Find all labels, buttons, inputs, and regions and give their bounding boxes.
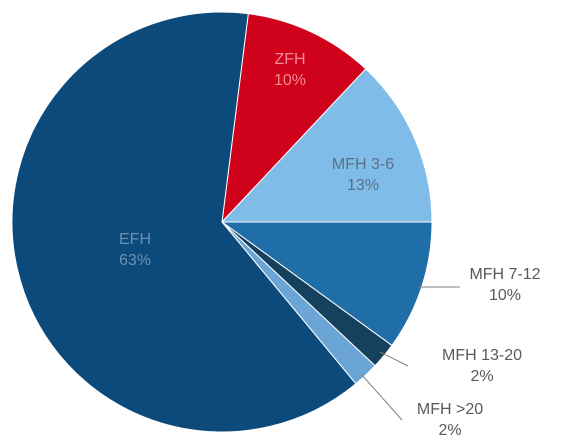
pie-slice xyxy=(221,13,367,224)
value-label: 13% xyxy=(347,177,379,194)
pie-slice xyxy=(11,11,357,433)
value-label: 2% xyxy=(470,368,493,385)
slice-label: MFH >20 xyxy=(417,401,483,418)
leader-line xyxy=(361,374,403,421)
value-label: 63% xyxy=(119,252,151,269)
value-label: 10% xyxy=(274,72,306,89)
slice-label: MFH 7-12 xyxy=(469,266,540,283)
value-label: 2% xyxy=(438,422,461,439)
slice-label: ZFH xyxy=(274,51,305,68)
slice-label: EFH xyxy=(119,231,151,248)
value-label: 10% xyxy=(489,287,521,304)
leader-line xyxy=(379,351,409,367)
slice-label: MFH 3-6 xyxy=(332,156,394,173)
pie-slice xyxy=(220,68,433,223)
slice-label: MFH 13-20 xyxy=(442,347,522,364)
